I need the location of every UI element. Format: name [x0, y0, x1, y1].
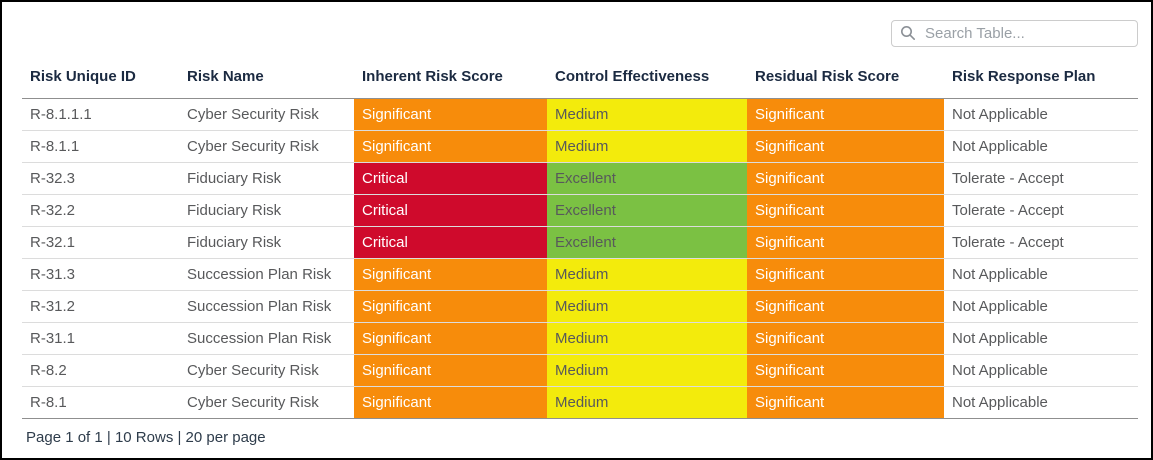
cell-control-effectiveness: Excellent [547, 194, 747, 227]
cell-control-effectiveness: Medium [547, 130, 747, 163]
cell-residual-risk-score: Significant [747, 130, 944, 163]
cell-residual-risk-score: Significant [747, 258, 944, 291]
cell-residual-risk-score: Significant [747, 386, 944, 419]
cell-risk-unique-id: R-32.2 [22, 194, 179, 227]
cell-risk-response-plan: Not Applicable [944, 98, 1138, 131]
cell-residual-risk-score: Significant [747, 322, 944, 355]
table-row[interactable]: R-31.3 Succession Plan Risk Significant … [22, 258, 1138, 291]
table-row[interactable]: R-8.1 Cyber Security Risk Significant Me… [22, 386, 1138, 419]
risk-table: Risk Unique ID Risk Name Inherent Risk S… [22, 55, 1138, 419]
col-header-risk-response-plan[interactable]: Risk Response Plan [944, 55, 1138, 99]
cell-risk-name: Succession Plan Risk [179, 290, 354, 323]
cell-inherent-risk-score: Significant [354, 386, 547, 419]
cell-risk-response-plan: Not Applicable [944, 322, 1138, 355]
table-row[interactable]: R-32.1 Fiduciary Risk Critical Excellent… [22, 226, 1138, 259]
table-header: Risk Unique ID Risk Name Inherent Risk S… [22, 55, 1138, 99]
cell-risk-unique-id: R-8.1.1 [22, 130, 179, 163]
cell-inherent-risk-score: Significant [354, 354, 547, 387]
table-toolbar [22, 20, 1138, 47]
pagination-status: Page 1 of 1 | 10 Rows | 20 per page [26, 429, 266, 446]
cell-risk-response-plan: Not Applicable [944, 386, 1138, 419]
table-row[interactable]: R-31.2 Succession Plan Risk Significant … [22, 290, 1138, 323]
cell-risk-name: Fiduciary Risk [179, 226, 354, 259]
cell-control-effectiveness: Medium [547, 354, 747, 387]
cell-inherent-risk-score: Significant [354, 290, 547, 323]
cell-risk-unique-id: R-31.2 [22, 290, 179, 323]
cell-inherent-risk-score: Critical [354, 226, 547, 259]
cell-risk-response-plan: Not Applicable [944, 130, 1138, 163]
cell-residual-risk-score: Significant [747, 162, 944, 195]
cell-residual-risk-score: Significant [747, 226, 944, 259]
cell-risk-unique-id: R-8.1.1.1 [22, 98, 179, 131]
cell-residual-risk-score: Significant [747, 98, 944, 131]
cell-risk-unique-id: R-8.2 [22, 354, 179, 387]
cell-risk-response-plan: Not Applicable [944, 354, 1138, 387]
col-header-risk-name[interactable]: Risk Name [179, 55, 354, 99]
cell-inherent-risk-score: Significant [354, 258, 547, 291]
cell-risk-name: Succession Plan Risk [179, 258, 354, 291]
cell-inherent-risk-score: Critical [354, 194, 547, 227]
search-input[interactable] [891, 20, 1138, 47]
cell-residual-risk-score: Significant [747, 354, 944, 387]
col-header-residual-risk-score[interactable]: Residual Risk Score [747, 55, 944, 99]
cell-control-effectiveness: Medium [547, 258, 747, 291]
col-header-inherent-risk-score[interactable]: Inherent Risk Score [354, 55, 547, 99]
table-search [891, 20, 1138, 47]
cell-risk-unique-id: R-32.3 [22, 162, 179, 195]
table-row[interactable]: R-8.1.1.1 Cyber Security Risk Significan… [22, 98, 1138, 131]
cell-residual-risk-score: Significant [747, 194, 944, 227]
cell-risk-response-plan: Not Applicable [944, 290, 1138, 323]
cell-control-effectiveness: Medium [547, 98, 747, 131]
cell-inherent-risk-score: Significant [354, 322, 547, 355]
cell-risk-name: Cyber Security Risk [179, 354, 354, 387]
col-header-risk-unique-id[interactable]: Risk Unique ID [22, 55, 179, 99]
cell-control-effectiveness: Excellent [547, 162, 747, 195]
cell-inherent-risk-score: Critical [354, 162, 547, 195]
cell-inherent-risk-score: Significant [354, 130, 547, 163]
cell-risk-name: Cyber Security Risk [179, 386, 354, 419]
cell-risk-name: Cyber Security Risk [179, 130, 354, 163]
cell-control-effectiveness: Medium [547, 290, 747, 323]
cell-risk-response-plan: Tolerate - Accept [944, 162, 1138, 195]
table-row[interactable]: R-31.1 Succession Plan Risk Significant … [22, 322, 1138, 355]
cell-risk-name: Fiduciary Risk [179, 194, 354, 227]
table-body: R-8.1.1.1 Cyber Security Risk Significan… [22, 98, 1138, 419]
table-row[interactable]: R-32.3 Fiduciary Risk Critical Excellent… [22, 162, 1138, 195]
cell-risk-unique-id: R-8.1 [22, 386, 179, 419]
cell-risk-response-plan: Tolerate - Accept [944, 226, 1138, 259]
table-row[interactable]: R-32.2 Fiduciary Risk Critical Excellent… [22, 194, 1138, 227]
table-row[interactable]: R-8.2 Cyber Security Risk Significant Me… [22, 354, 1138, 387]
cell-risk-unique-id: R-31.3 [22, 258, 179, 291]
cell-inherent-risk-score: Significant [354, 98, 547, 131]
table-row[interactable]: R-8.1.1 Cyber Security Risk Significant … [22, 130, 1138, 163]
cell-risk-name: Succession Plan Risk [179, 322, 354, 355]
cell-risk-name: Cyber Security Risk [179, 98, 354, 131]
cell-risk-name: Fiduciary Risk [179, 162, 354, 195]
cell-risk-response-plan: Not Applicable [944, 258, 1138, 291]
cell-residual-risk-score: Significant [747, 290, 944, 323]
cell-risk-response-plan: Tolerate - Accept [944, 194, 1138, 227]
cell-risk-unique-id: R-32.1 [22, 226, 179, 259]
cell-risk-unique-id: R-31.1 [22, 322, 179, 355]
cell-control-effectiveness: Excellent [547, 226, 747, 259]
cell-control-effectiveness: Medium [547, 322, 747, 355]
cell-control-effectiveness: Medium [547, 386, 747, 419]
col-header-control-effectiveness[interactable]: Control Effectiveness [547, 55, 747, 99]
